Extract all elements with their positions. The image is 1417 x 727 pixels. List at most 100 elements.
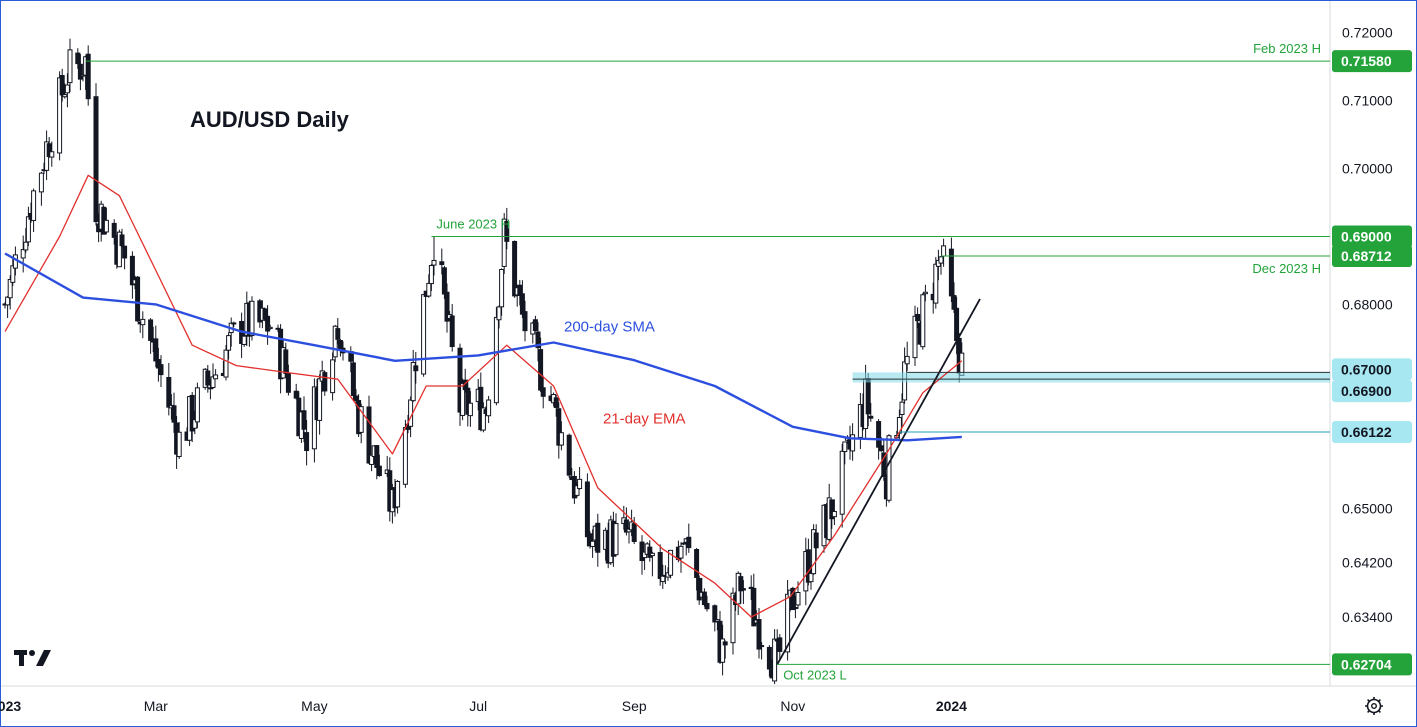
candle-body [439,261,445,266]
candle-body [813,532,819,549]
level-annotation: Oct 2023 L [783,667,847,682]
candle-body [535,331,541,349]
support-zone [852,372,1330,380]
price-levels: Feb 2023 H June 2023 H Dec 2023 H Oct 2023 … [85,41,1330,682]
y-tick-label: 0.70000 [1342,161,1393,177]
candle-body [639,541,645,562]
candle-body [75,52,81,65]
candle-body [694,548,700,578]
candle-body [808,572,814,583]
candle-body [811,529,817,575]
settings-gear-icon[interactable] [1365,697,1383,715]
candle-body [886,435,892,501]
candle-body [431,259,437,266]
candle-body [631,523,637,542]
candle-body [657,552,663,579]
candle-body [938,256,944,264]
candle-body [868,415,874,419]
candle-body [501,218,507,267]
candle-body [504,221,510,242]
price-tag [1332,653,1412,676]
x-tick-label: Nov [780,698,805,714]
y-tick-label: 0.65000 [1342,500,1393,516]
candle-body [275,327,281,330]
price-tag [1332,50,1412,73]
candle-body [241,335,247,345]
x-axis: 2023 Mar May Jul Sep Nov 2024 [0,698,967,714]
candle-body [519,293,525,315]
candle-body [941,245,947,257]
candle-body [465,387,471,415]
candle-body [207,387,213,390]
candle-body [374,445,380,469]
x-tick-label: Mar [144,698,168,714]
price-tag-label: 0.68712 [1341,248,1392,264]
candle-body [730,592,736,644]
candle-body [766,646,772,670]
y-tick-label: 0.64200 [1342,555,1393,571]
candle-body [566,434,572,476]
price-tag [1332,245,1412,268]
sma-200-annotation: 200-day SMA [564,319,655,336]
candle-body [587,533,593,547]
candle-body [376,465,382,477]
candle-body [517,284,523,296]
candle-body [584,481,590,538]
price-tags: 0.71580 0.69000 0.68712 0.67000 0.66900 0.661… [1332,50,1412,676]
candle-body [38,172,44,193]
candle-body [335,328,341,340]
candle-body [805,549,811,583]
candle-body [722,641,728,646]
candle-body [522,311,528,332]
support-zone [852,378,1330,383]
level-annotation: Dec 2023 H [1252,261,1321,276]
y-axis: 0.72000 0.71000 0.70000 0.68000 0.65000 0.642… [1342,25,1393,625]
candle-body [556,408,562,446]
candle-body [912,315,918,359]
candle-body [704,602,710,610]
candle-body [330,359,336,394]
candle-body [740,588,746,591]
candle-body [590,540,596,547]
candle-body [876,421,882,448]
candle-body [25,216,31,243]
tradingview-logo-icon[interactable] [14,650,51,666]
candle-body [304,432,310,452]
candle-body [77,63,83,80]
candle-body [467,402,473,417]
candle-body [426,282,432,297]
candle-body [696,577,702,601]
y-tick-label: 0.68000 [1342,296,1393,312]
ema-21-line [4,174,963,618]
candle-body [647,546,653,558]
candle-body [712,605,718,623]
candle-body [759,645,765,648]
candle-body [20,249,26,259]
candle-body [748,586,754,589]
x-tick-label: May [301,698,327,714]
candle-body [881,452,887,478]
candle-body [486,399,492,417]
candle-body [839,450,845,515]
candle-body [792,607,798,610]
candle-body [441,267,447,295]
candle-body [678,545,684,559]
x-tick-label: Sep [622,698,647,714]
chart-title: AUD/USD Daily [190,107,350,132]
candle-body [231,322,237,325]
candle-body [410,362,416,402]
candle-body [449,315,455,348]
candle-body [262,308,268,320]
price-tag [1332,380,1412,403]
candle-body [951,295,957,310]
candle-body [85,53,91,100]
candle-body [192,419,198,429]
candle-body [496,306,502,321]
candle-body [444,291,450,322]
candle-body [265,315,271,332]
candle-body [153,338,159,362]
candle-body [558,432,564,446]
candle-body [649,552,655,557]
candle-body [795,592,801,606]
